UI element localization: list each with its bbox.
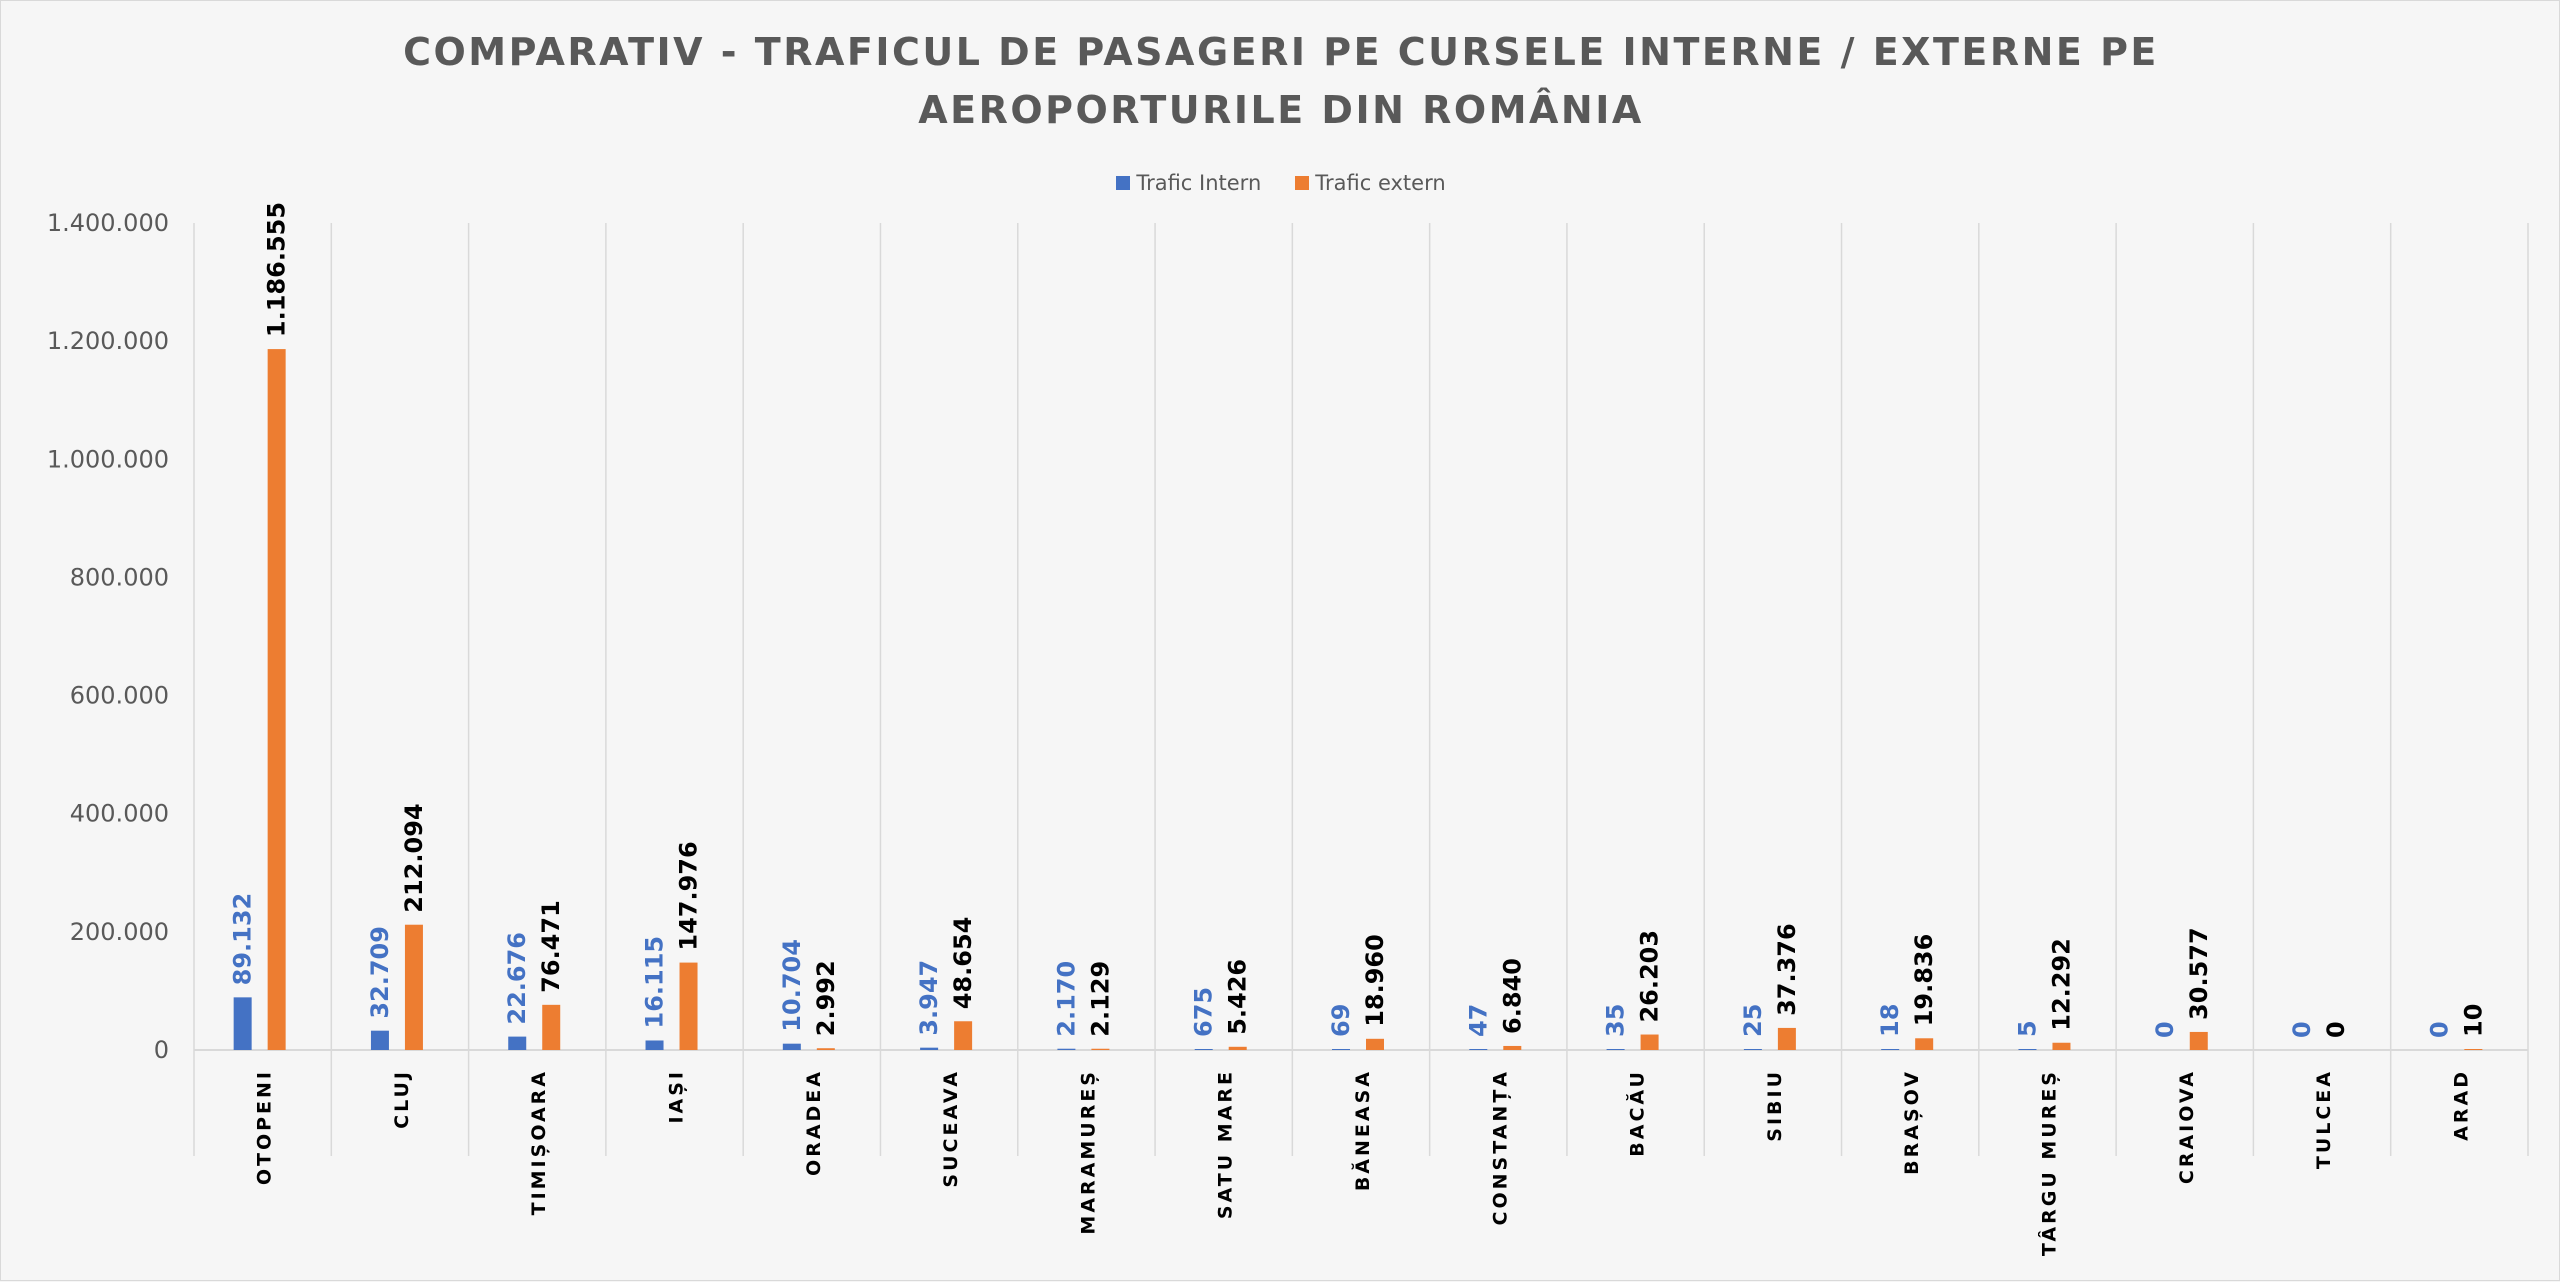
x-category-label: IAȘI	[666, 1069, 688, 1124]
data-label-intern: 10.704	[778, 939, 806, 1032]
data-label-intern: 47	[1464, 1004, 1492, 1037]
bar-trafic-intern	[1469, 1049, 1488, 1050]
bar-trafic-intern	[233, 997, 252, 1050]
bar-trafic-extern	[404, 924, 423, 1050]
bar-trafic-intern	[920, 1047, 939, 1050]
data-label-extern: 6.840	[1498, 958, 1526, 1034]
data-label-intern: 18	[1876, 1004, 1904, 1037]
x-category-label: TULCEA	[2313, 1069, 2335, 1169]
data-label-intern: 89.132	[229, 893, 257, 986]
bar-trafic-extern	[1366, 1038, 1384, 1050]
bar-trafic-intern	[370, 1030, 389, 1050]
bar-trafic-intern	[645, 1040, 664, 1050]
data-label-extern: 37.376	[1773, 923, 1801, 1016]
legend: Trafic Intern Trafic extern	[1, 171, 2560, 195]
data-label-extern: 2.992	[812, 960, 840, 1036]
bar-trafic-intern	[1606, 1049, 1625, 1050]
x-category-label: TIMIȘOARA	[528, 1069, 550, 1215]
x-category-label: OTOPENI	[254, 1069, 276, 1185]
bar-trafic-extern	[2052, 1042, 2071, 1050]
bar-trafic-extern	[2189, 1031, 2208, 1050]
bar-trafic-extern	[1915, 1038, 1934, 1050]
y-tick-label: 1.400.000	[47, 209, 169, 237]
data-label-intern: 69	[1327, 1004, 1355, 1037]
y-tick-label: 1.000.000	[47, 445, 169, 473]
bar-trafic-intern	[2018, 1049, 2037, 1050]
y-tick-label: 1.200.000	[47, 327, 169, 355]
data-label-intern: 3.947	[915, 960, 943, 1036]
bar-trafic-extern	[2464, 1049, 2483, 1050]
bar-trafic-extern	[1777, 1027, 1796, 1050]
x-category-label: ARAD	[2450, 1069, 2472, 1141]
x-category-label: BRAȘOV	[1901, 1069, 1923, 1175]
bar-trafic-extern	[1640, 1034, 1659, 1050]
data-label-extern: 76.471	[537, 900, 565, 993]
data-label-extern: 26.203	[1636, 930, 1664, 1023]
bar-trafic-extern	[267, 349, 286, 1050]
legend-item-intern: Trafic Intern	[1116, 171, 1261, 195]
bar-trafic-extern	[816, 1048, 835, 1050]
legend-swatch-extern	[1295, 176, 1310, 190]
data-label-intern: 0	[2288, 1021, 2316, 1038]
legend-swatch-intern	[1116, 176, 1131, 190]
data-label-extern: 10	[2459, 1004, 2487, 1037]
y-tick-label: 400.000	[70, 800, 169, 828]
x-category-label: CLUJ	[391, 1069, 413, 1129]
x-category-label: TÂRGU MUREȘ	[2037, 1069, 2060, 1256]
x-category-label: SUCEAVA	[940, 1069, 962, 1188]
x-category-label: BĂNEASA	[1350, 1069, 1374, 1191]
bar-trafic-intern	[508, 1036, 527, 1050]
legend-item-extern: Trafic extern	[1295, 171, 1446, 195]
data-label-extern: 12.292	[2047, 938, 2075, 1031]
bar-trafic-intern	[782, 1043, 801, 1050]
data-label-intern: 2.170	[1052, 961, 1080, 1037]
data-label-extern: 0	[2322, 1021, 2350, 1038]
data-label-intern: 0	[2425, 1021, 2453, 1038]
y-tick-label: 200.000	[70, 918, 169, 946]
bar-trafic-extern	[679, 962, 698, 1050]
data-label-intern: 5	[2013, 1020, 2041, 1037]
data-label-intern: 675	[1190, 987, 1218, 1037]
bar-trafic-intern	[1743, 1049, 1762, 1050]
bar-trafic-intern	[1057, 1048, 1076, 1050]
data-label-intern: 16.115	[641, 936, 669, 1029]
legend-label-intern: Trafic Intern	[1136, 171, 1262, 195]
legend-label-extern: Trafic extern	[1315, 171, 1446, 195]
data-label-extern: 1.186.555	[263, 202, 291, 337]
bar-trafic-extern	[1091, 1048, 1110, 1050]
data-label-extern: 2.129	[1086, 961, 1114, 1037]
data-label-intern: 0	[2151, 1021, 2179, 1038]
x-category-label: CRAIOVA	[2176, 1069, 2198, 1184]
y-tick-label: 600.000	[70, 682, 169, 710]
data-label-intern: 35	[1602, 1004, 1630, 1037]
data-label-extern: 30.577	[2185, 927, 2213, 1020]
x-category-label: ORADEA	[803, 1069, 825, 1176]
x-category-label: MARAMUREȘ	[1077, 1069, 1099, 1235]
x-category-label: BACĂU	[1625, 1069, 1649, 1157]
data-label-extern: 147.976	[675, 841, 703, 950]
bar-trafic-intern	[1881, 1049, 1900, 1050]
x-category-label: SIBIU	[1764, 1069, 1786, 1142]
y-tick-label: 0	[154, 1036, 169, 1064]
data-label-extern: 212.094	[400, 803, 428, 912]
bar-trafic-extern	[1503, 1045, 1522, 1050]
bar-trafic-intern	[1332, 1049, 1350, 1050]
data-label-extern: 48.654	[949, 917, 977, 1010]
bar-trafic-extern	[954, 1021, 973, 1050]
bar-trafic-extern	[542, 1004, 561, 1050]
bar-trafic-extern	[1228, 1046, 1247, 1050]
data-label-extern: 5.426	[1224, 959, 1252, 1035]
y-tick-label: 800.000	[70, 563, 169, 591]
data-label-intern: 25	[1739, 1004, 1767, 1037]
data-label-intern: 22.676	[503, 932, 531, 1025]
chart-title: COMPARATIV - TRAFICUL DE PASAGERI PE CUR…	[403, 30, 2159, 132]
data-label-intern: 32.709	[366, 926, 394, 1019]
bar-trafic-intern	[1194, 1049, 1213, 1050]
data-label-extern: 18.960	[1361, 934, 1389, 1027]
data-label-extern: 19.836	[1910, 934, 1938, 1027]
x-category-label: SATU MARE	[1215, 1069, 1237, 1219]
x-category-label: CONSTANȚA	[1489, 1069, 1511, 1225]
